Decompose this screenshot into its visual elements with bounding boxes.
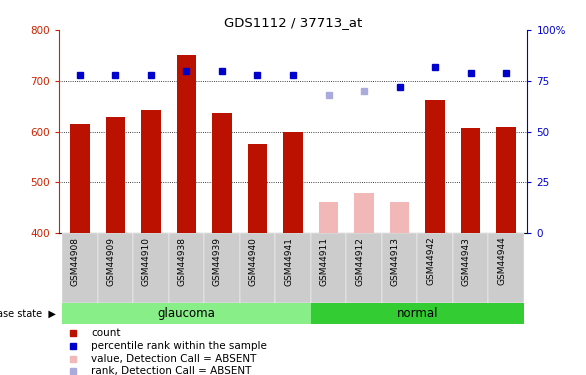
Title: GDS1112 / 37713_at: GDS1112 / 37713_at [224, 16, 362, 29]
Text: value, Detection Call = ABSENT: value, Detection Call = ABSENT [91, 354, 257, 363]
Bar [346, 233, 382, 303]
Bar [62, 233, 98, 303]
Bar [390, 202, 409, 233]
Text: rank, Detection Call = ABSENT: rank, Detection Call = ABSENT [91, 366, 252, 375]
Text: GSM44908: GSM44908 [71, 237, 80, 286]
Text: GSM44939: GSM44939 [213, 237, 222, 286]
Bar [275, 233, 311, 303]
Bar [382, 233, 417, 303]
Bar [169, 233, 204, 303]
Text: GSM44912: GSM44912 [355, 237, 364, 286]
Text: GSM44938: GSM44938 [178, 237, 186, 286]
Bar [98, 233, 133, 303]
Text: normal: normal [397, 307, 438, 320]
Bar [177, 56, 196, 233]
Bar [453, 233, 488, 303]
Bar [105, 117, 125, 233]
Bar [461, 128, 481, 233]
Bar [133, 233, 169, 303]
Bar [70, 124, 90, 233]
Bar [62, 303, 311, 324]
Bar [204, 233, 240, 303]
Bar [248, 144, 267, 233]
Text: percentile rank within the sample: percentile rank within the sample [91, 341, 267, 351]
Text: disease state  ▶: disease state ▶ [0, 309, 56, 318]
Bar [311, 303, 524, 324]
Bar [417, 233, 453, 303]
Text: GSM44943: GSM44943 [462, 237, 471, 286]
Bar [496, 126, 516, 233]
Text: GSM44942: GSM44942 [426, 237, 435, 285]
Bar [212, 113, 231, 233]
Bar [141, 110, 161, 233]
Text: count: count [91, 328, 121, 338]
Text: GSM44910: GSM44910 [142, 237, 151, 286]
Text: glaucoma: glaucoma [158, 307, 216, 320]
Bar [240, 233, 275, 303]
Bar [425, 100, 445, 233]
Bar [319, 202, 338, 233]
Text: GSM44911: GSM44911 [319, 237, 329, 286]
Bar [283, 132, 303, 233]
Text: GSM44913: GSM44913 [390, 237, 400, 286]
Text: GSM44941: GSM44941 [284, 237, 293, 286]
Bar [311, 233, 346, 303]
Text: GSM44940: GSM44940 [248, 237, 257, 286]
Bar [488, 233, 524, 303]
Text: GSM44909: GSM44909 [107, 237, 115, 286]
Bar [355, 193, 374, 233]
Text: GSM44944: GSM44944 [497, 237, 506, 285]
